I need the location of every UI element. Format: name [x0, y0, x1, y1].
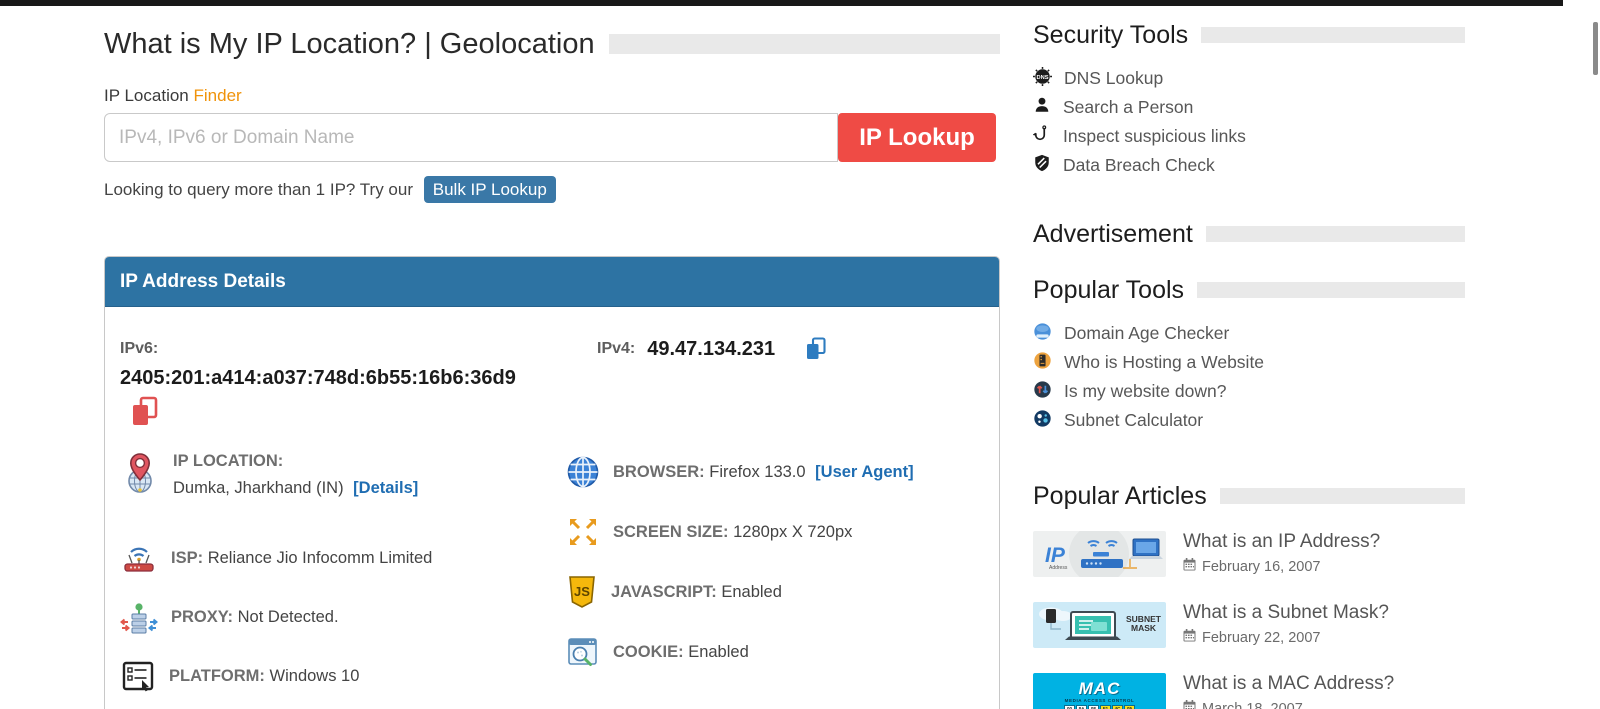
cookie-row: COOKIE: Enabled: [566, 635, 749, 669]
sidebar-item-subnet-calculator[interactable]: Subnet Calculator: [1033, 406, 1465, 435]
hook-icon: [1032, 125, 1051, 148]
person-icon: [1033, 96, 1051, 119]
platform-row: PLATFORM: Windows 10: [120, 658, 359, 694]
article-thumbnail-ip-address[interactable]: IP Address: [1033, 531, 1166, 577]
article-subnet-mask[interactable]: SUBNET MASK What is a Subnet Mask?: [1033, 602, 1465, 648]
top-border-bar: [0, 0, 1563, 6]
globe-icon: [566, 455, 600, 489]
location-pin-icon: [120, 452, 160, 494]
platform-icon: [120, 658, 156, 694]
sidebar-item-who-hosting[interactable]: Who is Hosting a Website: [1033, 348, 1465, 377]
domain-age-icon: [1033, 322, 1052, 346]
ip-lookup-button[interactable]: IP Lookup: [838, 113, 996, 162]
popular-articles-heading: Popular Articles: [1033, 481, 1207, 510]
user-agent-link[interactable]: [User Agent]: [815, 462, 914, 481]
sidebar-item-search-person[interactable]: Search a Person: [1033, 93, 1465, 122]
heading-filler-bar: [1197, 282, 1465, 298]
shield-icon: [1033, 154, 1051, 177]
article-date: February 22, 2007: [1183, 629, 1389, 646]
heading-filler-bar: [1205, 226, 1465, 242]
main-content: What is My IP Location? | Geolocation IP…: [104, 24, 1000, 203]
bulk-lookup-row: Looking to query more than 1 IP? Try our…: [104, 176, 1000, 203]
svg-text:IP: IP: [1045, 544, 1066, 567]
ip-address-details-panel: IP Address Details IPv6: 2405:201:a414:a…: [104, 256, 1000, 709]
browser-row: BROWSER: Firefox 133.0 [User Agent]: [566, 455, 914, 489]
heading-filler-bar: [1201, 27, 1465, 43]
article-thumbnail-subnet-mask[interactable]: SUBNET MASK: [1033, 602, 1166, 648]
scrollbar-thumb[interactable]: [1593, 22, 1598, 75]
article-title[interactable]: What is a MAC Address?: [1183, 673, 1395, 694]
svg-text:MASK: MASK: [1131, 623, 1157, 633]
panel-header: IP Address Details: [105, 257, 999, 307]
javascript-row: JS JAVASCRIPT: Enabled: [566, 575, 782, 609]
ipv6-label: IPv6:: [120, 340, 159, 357]
screen-expand-icon: [566, 515, 600, 549]
sidebar-item-domain-age[interactable]: Domain Age Checker: [1033, 319, 1465, 348]
article-title[interactable]: What is an IP Address?: [1183, 531, 1381, 552]
popular-tools-heading: Popular Tools: [1033, 275, 1185, 304]
sidebar-item-dns-lookup[interactable]: DNS DNS Lookup: [1033, 64, 1465, 93]
dns-icon: DNS: [1033, 66, 1052, 91]
ip-location-row: IP LOCATION: Dumka, Jharkhand (IN) [Deta…: [120, 452, 418, 498]
article-title[interactable]: What is a Subnet Mask?: [1183, 602, 1389, 623]
copy-ipv6-icon[interactable]: [130, 396, 160, 433]
router-icon: [120, 539, 158, 577]
heading-filler-bar: [608, 34, 1000, 54]
article-ip-address[interactable]: IP Address What is an IP Ad: [1033, 531, 1465, 577]
finder-accent: Finder: [193, 86, 242, 105]
finder-label: IP Location Finder: [104, 86, 242, 105]
ip-search-input[interactable]: [104, 113, 838, 162]
sidebar-item-data-breach[interactable]: Data Breach Check: [1033, 151, 1465, 180]
svg-text:Address: Address: [1049, 565, 1068, 571]
svg-text:SUBNET: SUBNET: [1126, 614, 1162, 624]
page-title: What is My IP Location? | Geolocation: [104, 27, 595, 60]
isp-row: ISP: Reliance Jio Infocomm Limited: [120, 539, 432, 577]
article-date: March 18, 2007: [1183, 700, 1394, 709]
proxy-row: PROXY: Not Detected.: [120, 598, 339, 636]
advertisement-heading: Advertisement: [1033, 219, 1193, 248]
sidebar-item-inspect-links[interactable]: Inspect suspicious links: [1032, 122, 1465, 151]
article-mac-address[interactable]: MAC MEDIA ACCESS CONTROL 00 8A 0F F1 4C …: [1033, 673, 1465, 709]
article-date: February 16, 2007: [1183, 558, 1380, 575]
javascript-icon: JS: [566, 575, 598, 609]
sidebar-item-website-down[interactable]: Is my website down?: [1033, 377, 1465, 406]
article-thumbnail-mac-address[interactable]: MAC MEDIA ACCESS CONTROL 00 8A 0F F1 4C …: [1033, 673, 1166, 709]
ipv6-value: 2405:201:a414:a037:748d:6b55:16b6:36d9: [120, 367, 516, 389]
subnet-calculator-icon: [1033, 409, 1052, 433]
website-down-icon: [1033, 380, 1052, 404]
calendar-icon: [1183, 629, 1196, 646]
proxy-server-icon: [120, 598, 158, 636]
sidebar: Security Tools DNS DNS Lookup Search a P…: [1032, 18, 1465, 709]
mac-thumb-subtitle: MEDIA ACCESS CONTROL: [1064, 697, 1135, 703]
mac-hex-boxes: 00 8A 0F F1 4C 05: [1064, 704, 1135, 709]
security-tools-heading: Security Tools: [1033, 20, 1189, 49]
ipv4-value: 49.47.134.231: [647, 337, 776, 360]
hosting-icon: [1033, 351, 1052, 375]
ipv4-label: IPv4:: [597, 340, 636, 357]
svg-text:DNS: DNS: [1036, 74, 1048, 80]
copy-ipv4-icon[interactable]: [805, 337, 827, 361]
bulk-ip-lookup-link[interactable]: Bulk IP Lookup: [423, 176, 556, 203]
screen-size-row: SCREEN SIZE: 1280px X 720px: [566, 515, 852, 549]
calendar-icon: [1183, 700, 1196, 709]
mac-thumb-title: MAC: [1078, 678, 1121, 698]
heading-filler-bar: [1219, 488, 1465, 504]
cookie-icon: [566, 635, 600, 669]
svg-text:JS: JS: [574, 584, 590, 599]
calendar-icon: [1183, 558, 1196, 575]
details-link[interactable]: [Details]: [353, 479, 419, 497]
